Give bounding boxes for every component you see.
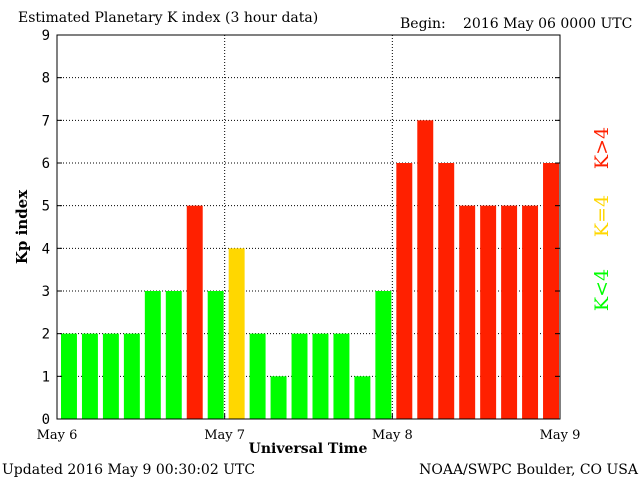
kp-bar <box>291 333 308 419</box>
kp-bar <box>375 291 392 419</box>
y-tick-label: 8 <box>42 71 50 87</box>
begin-value: 2016 May 06 0000 UTC <box>463 16 632 32</box>
y-tick-label: 7 <box>42 113 50 129</box>
kp-bar <box>333 333 350 419</box>
y-axis-ticks: 0 1 2 3 4 5 6 7 8 9 <box>42 28 560 428</box>
kp-bar <box>102 333 119 419</box>
kp-bar <box>81 333 98 419</box>
y-tick-label: 5 <box>42 199 50 215</box>
kp-bar <box>61 333 77 419</box>
kp-bar <box>228 248 245 419</box>
kp-bar <box>312 333 329 419</box>
y-tick-label: 3 <box>42 284 50 300</box>
legend-low: K<4 <box>591 269 613 311</box>
x-tick-label: May 7 <box>204 428 245 443</box>
kp-bar <box>123 333 140 419</box>
y-tick-label: 0 <box>42 412 50 428</box>
legend-high: K>4 <box>591 127 613 169</box>
y-tick-label: 9 <box>42 28 50 44</box>
kp-bar <box>165 291 182 419</box>
kp-bar <box>186 205 203 419</box>
kp-bar <box>522 205 539 419</box>
grid-lines <box>57 34 560 419</box>
chart-title: Estimated Planetary K index (3 hour data… <box>18 10 318 26</box>
kp-bar <box>459 205 476 419</box>
x-axis-ticks: May 6 May 7 May 8 May 9 <box>37 414 581 443</box>
plot-frame <box>56 34 561 420</box>
kp-bar <box>354 376 371 419</box>
y-tick-label: 2 <box>42 327 50 343</box>
kp-bar <box>144 291 161 419</box>
kp-bar <box>438 163 455 419</box>
x-tick-label: May 9 <box>540 428 581 443</box>
kp-bar <box>249 333 266 419</box>
kp-bar <box>501 205 518 419</box>
y-tick-label: 1 <box>42 369 50 385</box>
bar-series <box>61 120 559 419</box>
kp-bar <box>396 163 413 419</box>
y-tick-label: 6 <box>42 156 50 172</box>
y-tick-label: 4 <box>42 241 50 257</box>
x-tick-label: May 8 <box>372 428 413 443</box>
credit-text: NOAA/SWPC Boulder, CO USA <box>419 462 639 478</box>
x-tick-label: May 6 <box>37 428 78 443</box>
updated-timestamp: Updated 2016 May 9 00:30:02 UTC <box>2 462 255 478</box>
kp-bar <box>417 120 434 419</box>
begin-label: Begin: <box>400 16 446 32</box>
y-axis-label: Kp index <box>13 189 31 264</box>
x-axis-label: Universal Time <box>249 441 368 457</box>
kp-bar <box>207 291 224 419</box>
legend-mid: K=4 <box>591 195 613 237</box>
kp-bar <box>480 205 497 419</box>
kp-bar <box>543 163 559 419</box>
kp-bar <box>270 376 287 419</box>
